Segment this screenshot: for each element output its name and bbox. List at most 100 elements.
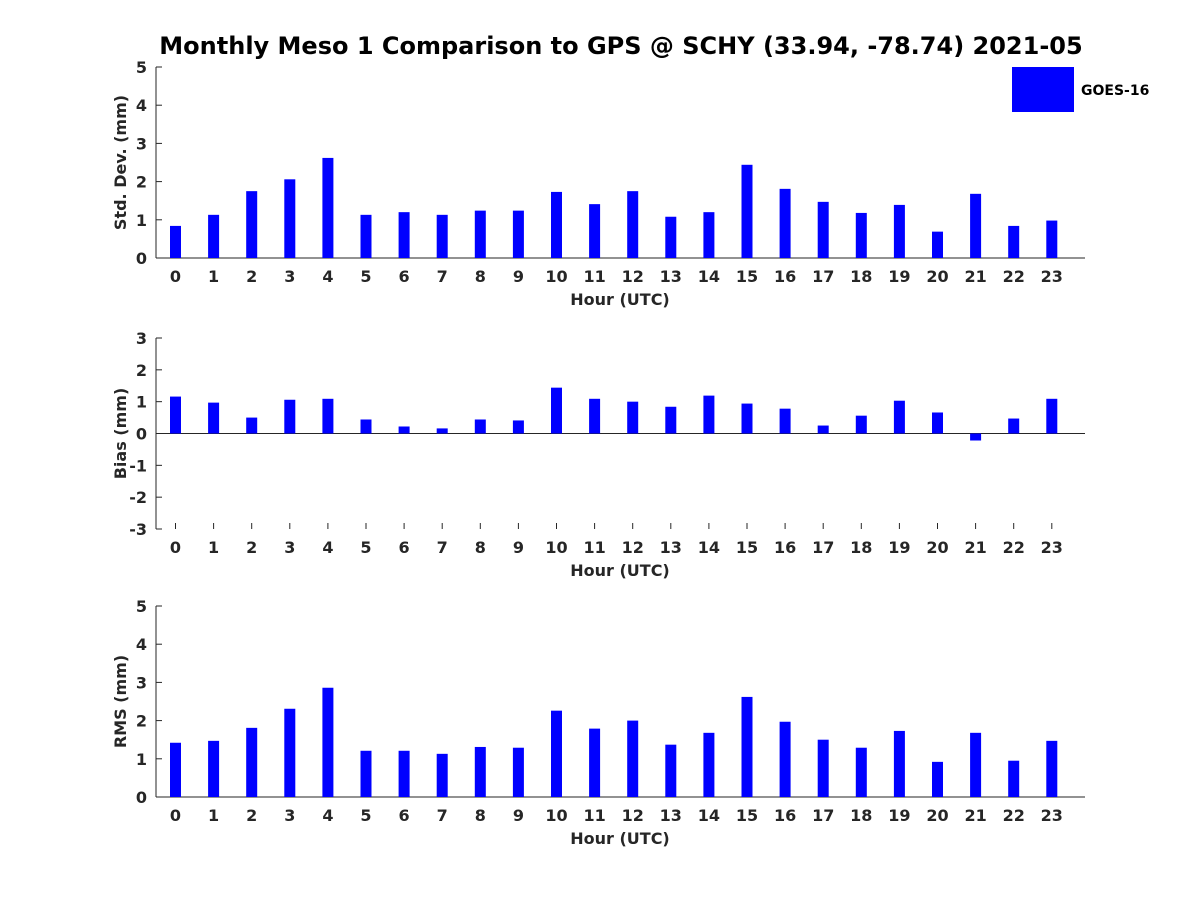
x-tick-label: 1 — [208, 267, 219, 286]
y-tick-label: 0 — [136, 425, 147, 444]
bar-hour-12 — [627, 191, 639, 258]
x-tick-label: 23 — [1041, 538, 1063, 557]
bar-hour-6 — [398, 426, 410, 434]
y-axis-label: Bias (mm) — [111, 388, 130, 480]
bar-hour-13 — [665, 744, 677, 797]
bar-hour-23 — [1046, 740, 1058, 797]
bar-hour-19 — [893, 730, 905, 797]
bar-hour-2 — [246, 417, 258, 434]
x-tick-label: 5 — [360, 538, 371, 557]
x-tick-label: 22 — [1003, 538, 1025, 557]
bar-hour-20 — [932, 412, 943, 434]
y-tick-label: 5 — [136, 58, 147, 77]
bar-hour-6 — [398, 750, 410, 797]
x-tick-label: 12 — [622, 538, 644, 557]
bar-hour-2 — [246, 727, 258, 797]
bar-hour-6 — [398, 212, 410, 258]
x-tick-label: 13 — [660, 806, 682, 825]
y-tick-label: 1 — [136, 393, 147, 412]
bar-hour-14 — [703, 395, 715, 434]
y-tick-label: 1 — [136, 211, 147, 230]
bar-hour-1 — [208, 740, 220, 797]
bar-hour-2 — [246, 191, 258, 258]
x-tick-label: 17 — [812, 806, 834, 825]
bar-hour-8 — [474, 746, 486, 797]
x-tick-label: 9 — [513, 806, 524, 825]
x-tick-label: 20 — [926, 538, 948, 557]
x-tick-label: 4 — [322, 538, 333, 557]
bar-hour-18 — [855, 415, 867, 434]
bar-hour-17 — [817, 201, 829, 258]
bar-hour-21 — [970, 433, 982, 441]
x-tick-label: 9 — [513, 267, 524, 286]
y-tick-label: -1 — [129, 456, 147, 475]
bar-hour-23 — [1046, 398, 1058, 434]
bar-hour-20 — [932, 231, 943, 258]
bar-hour-1 — [208, 402, 220, 434]
y-tick-label: 2 — [136, 173, 147, 192]
x-tick-label: 11 — [583, 806, 605, 825]
x-tick-label: 19 — [888, 538, 910, 557]
bar-hour-22 — [1008, 760, 1020, 797]
x-tick-label: 0 — [170, 538, 181, 557]
x-tick-label: 21 — [964, 538, 986, 557]
x-tick-label: 13 — [660, 538, 682, 557]
bar-hour-22 — [1008, 225, 1020, 258]
x-tick-label: 1 — [208, 806, 219, 825]
x-tick-label: 9 — [513, 538, 524, 557]
bar-hour-10 — [551, 710, 562, 797]
x-tick-label: 2 — [246, 267, 257, 286]
bar-hour-3 — [284, 179, 296, 258]
x-tick-label: 20 — [926, 267, 948, 286]
bar-hour-0 — [170, 396, 181, 434]
x-tick-label: 3 — [284, 538, 295, 557]
bar-hour-17 — [817, 425, 829, 434]
x-tick-label: 2 — [246, 538, 257, 557]
x-tick-label: 14 — [698, 538, 720, 557]
x-tick-label: 4 — [322, 267, 333, 286]
x-tick-label: 10 — [545, 806, 567, 825]
y-tick-label: 3 — [136, 134, 147, 153]
x-tick-label: 23 — [1041, 267, 1063, 286]
bar-hour-10 — [551, 387, 562, 434]
bar-hour-19 — [893, 400, 905, 434]
x-tick-label: 11 — [583, 267, 605, 286]
x-axis-label: Hour (UTC) — [570, 290, 670, 309]
chart-title: Monthly Meso 1 Comparison to GPS @ SCHY … — [159, 32, 1082, 60]
bar-hour-7 — [436, 753, 448, 797]
x-tick-label: 5 — [360, 267, 371, 286]
bar-hour-23 — [1046, 220, 1058, 258]
bar-hour-3 — [284, 708, 296, 797]
x-tick-label: 5 — [360, 806, 371, 825]
bar-hour-8 — [474, 210, 486, 258]
x-tick-label: 6 — [399, 267, 410, 286]
x-tick-label: 14 — [698, 267, 720, 286]
bar-hour-7 — [436, 214, 448, 258]
bar-hour-21 — [970, 732, 982, 797]
x-tick-label: 11 — [583, 538, 605, 557]
x-tick-label: 18 — [850, 806, 872, 825]
bar-hour-11 — [589, 728, 601, 797]
bar-hour-13 — [665, 406, 677, 434]
x-tick-label: 16 — [774, 267, 796, 286]
x-tick-label: 17 — [812, 267, 834, 286]
bar-hour-4 — [322, 157, 334, 258]
bar-hour-14 — [703, 732, 715, 797]
bar-hour-4 — [322, 398, 334, 434]
x-tick-label: 19 — [888, 806, 910, 825]
x-tick-label: 22 — [1003, 806, 1025, 825]
x-tick-label: 0 — [170, 806, 181, 825]
x-tick-label: 17 — [812, 538, 834, 557]
y-tick-label: 0 — [136, 788, 147, 807]
bar-hour-7 — [436, 428, 448, 434]
y-tick-label: 5 — [136, 597, 147, 616]
bar-hour-5 — [360, 750, 372, 797]
x-tick-label: 15 — [736, 806, 758, 825]
x-axis-label: Hour (UTC) — [570, 561, 670, 580]
x-tick-label: 13 — [660, 267, 682, 286]
bar-hour-14 — [703, 212, 715, 258]
